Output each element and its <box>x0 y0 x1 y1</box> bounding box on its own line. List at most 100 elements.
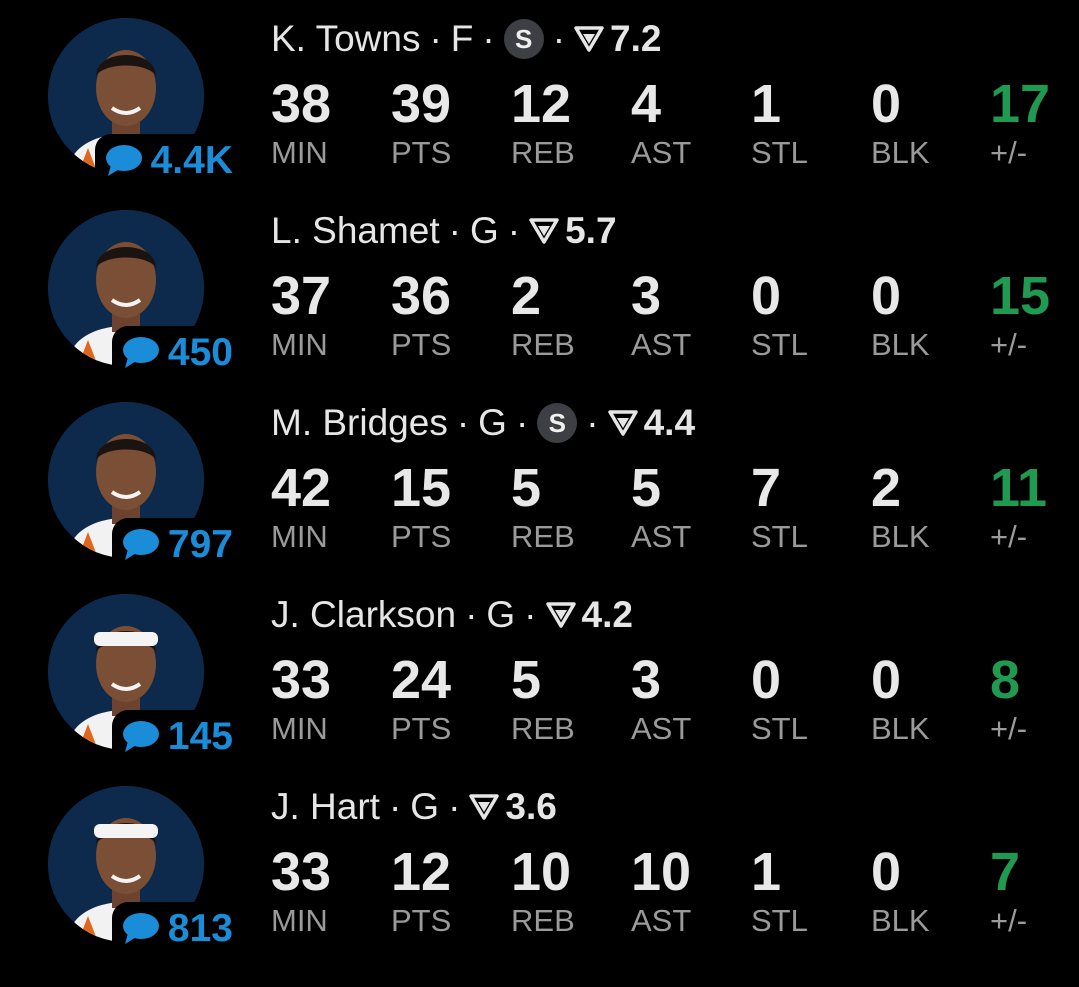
stat-reb: 5 REB <box>511 458 621 556</box>
player-name[interactable]: M. Bridges <box>271 402 448 443</box>
stat-blk: 0 BLK <box>871 842 981 940</box>
stat-value: 11 <box>990 458 1048 518</box>
speech-bubble-icon <box>122 913 159 944</box>
stat-blk: 0 BLK <box>871 74 981 172</box>
comment-count-button[interactable]: 145 <box>111 710 235 762</box>
comment-count-button[interactable]: 4.4K <box>94 134 235 186</box>
speech-bubble-icon <box>105 145 142 176</box>
stat-ast: 3 AST <box>631 650 741 748</box>
stat-label: MIN <box>271 519 328 554</box>
rating-triangle-icon <box>545 602 576 628</box>
stat-blk: 0 BLK <box>871 650 981 748</box>
stat-plus-minus: 17 +/- <box>990 74 1070 172</box>
stat-pts: 12 PTS <box>391 842 501 940</box>
separator-dot: · <box>465 594 478 635</box>
stat-value: 5 <box>511 650 542 710</box>
stat-label: BLK <box>871 903 930 938</box>
stat-ast: 5 AST <box>631 458 741 556</box>
separator-dot: · <box>507 210 521 251</box>
stat-value: 4 <box>631 74 662 134</box>
stat-value: 10 <box>631 842 692 902</box>
player-name[interactable]: J. Clarkson <box>271 594 457 635</box>
stat-label: +/- <box>990 135 1028 170</box>
rating-triangle-icon <box>574 26 604 52</box>
stat-value: 5 <box>631 458 662 518</box>
stat-value: 33 <box>271 842 332 902</box>
player-name[interactable]: L. Shamet <box>271 210 440 251</box>
player-position: G <box>486 594 516 635</box>
stat-plus-minus: 7 +/- <box>990 842 1070 940</box>
stat-value: 39 <box>391 74 452 134</box>
stat-label: +/- <box>990 519 1028 554</box>
comment-count: 450 <box>167 330 233 374</box>
player-rating: 4.4 <box>643 402 696 443</box>
player-row[interactable]: 450 L. Shamet · G · 5.7 37 MIN 36 PTS 2 … <box>0 192 1079 384</box>
stat-blk: 0 BLK <box>871 266 981 364</box>
starter-badge-icon: S <box>503 19 544 59</box>
stat-label: REB <box>511 711 575 746</box>
stat-pts: 36 PTS <box>391 266 501 364</box>
stat-value: 15 <box>391 458 452 518</box>
stat-stl: 0 STL <box>751 266 861 364</box>
stat-label: AST <box>631 711 692 746</box>
stat-value: 1 <box>751 74 782 134</box>
player-row[interactable]: 797 M. Bridges · G · S · 4.4 42 MIN 15 P… <box>0 384 1079 576</box>
player-rating: 4.2 <box>581 594 633 635</box>
stat-ast: 4 AST <box>631 74 741 172</box>
stat-label: MIN <box>271 711 328 746</box>
player-row[interactable]: 4.4K K. Towns · F · S · 7.2 38 MIN 39 PT… <box>0 0 1079 192</box>
player-row[interactable]: 813 J. Hart · G · 3.6 33 MIN 12 PTS 10 R… <box>0 768 1079 960</box>
stat-label: MIN <box>271 135 328 170</box>
stat-value: 0 <box>871 650 902 710</box>
stat-ast: 3 AST <box>631 266 741 364</box>
stat-value: 38 <box>271 74 332 134</box>
stat-value: 36 <box>391 266 452 326</box>
rating-triangle-icon <box>529 218 559 244</box>
comment-count: 4.4K <box>150 138 233 182</box>
speech-bubble-icon <box>122 721 159 752</box>
stat-label: AST <box>631 327 692 362</box>
stat-value: 0 <box>871 842 902 902</box>
player-rating: 7.2 <box>610 18 662 59</box>
stat-plus-minus: 11 +/- <box>990 458 1070 556</box>
player-position: G <box>410 786 440 827</box>
comment-count-button[interactable]: 813 <box>111 902 235 954</box>
player-name[interactable]: K. Towns <box>271 18 421 59</box>
stat-value: 24 <box>391 650 452 710</box>
rating-triangle-icon <box>607 410 638 436</box>
stat-value: 1 <box>751 842 782 902</box>
stat-value: 17 <box>990 74 1051 134</box>
separator-dot: · <box>456 402 470 443</box>
stat-label: REB <box>511 327 575 362</box>
player-rating: 5.7 <box>565 210 617 251</box>
player-name[interactable]: J. Hart <box>271 786 380 827</box>
stat-value: 2 <box>511 266 542 326</box>
player-row[interactable]: 145 J. Clarkson · G · 4.2 33 MIN 24 PTS … <box>0 576 1079 768</box>
stat-ast: 10 AST <box>631 842 741 940</box>
stat-label: MIN <box>271 903 328 938</box>
stat-label: +/- <box>990 711 1028 746</box>
comment-count-button[interactable]: 797 <box>111 518 235 570</box>
comment-count-button[interactable]: 450 <box>111 326 235 378</box>
stat-value: 0 <box>871 74 902 134</box>
stat-label: MIN <box>271 327 328 362</box>
stat-label: STL <box>751 327 808 362</box>
stat-label: STL <box>751 711 808 746</box>
separator-dot: · <box>429 18 442 59</box>
player-position: G <box>478 402 507 443</box>
separator-dot: · <box>524 594 537 635</box>
stat-label: BLK <box>871 519 930 554</box>
speech-bubble-icon <box>122 529 159 560</box>
stat-stl: 7 STL <box>751 458 861 556</box>
stat-label: REB <box>511 903 575 938</box>
separator-dot: · <box>586 402 599 443</box>
comment-count: 813 <box>167 906 233 950</box>
player-avatar[interactable] <box>48 210 204 366</box>
stat-min: 33 MIN <box>271 842 381 940</box>
stat-label: REB <box>511 519 575 554</box>
player-info-line: J. Hart · G · 3.6 <box>271 784 557 830</box>
stat-label: BLK <box>871 327 930 362</box>
player-info-line: K. Towns · F · S · 7.2 <box>271 16 661 62</box>
comment-count: 145 <box>167 714 233 758</box>
stat-value: 7 <box>751 458 782 518</box>
